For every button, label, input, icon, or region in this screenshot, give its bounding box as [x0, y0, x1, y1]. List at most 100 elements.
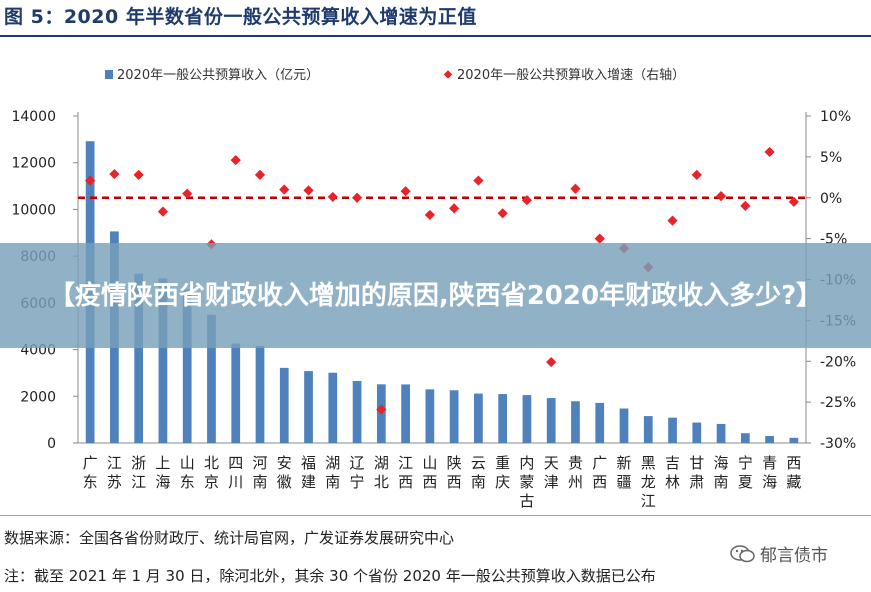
title-divider: [0, 35, 871, 37]
bar: [740, 433, 750, 443]
bar: [571, 401, 580, 443]
category-label: 西: [398, 473, 413, 491]
category-label: 徽: [277, 473, 292, 491]
category-label: 京: [204, 473, 219, 491]
overlay-banner: 【疫情陕西省财政收入增加的原因,陕西省2020年财政收入多少?】: [0, 243, 871, 348]
bar: [449, 390, 459, 443]
bar: [182, 289, 192, 443]
category-label: 州: [568, 473, 583, 491]
growth-point: [133, 169, 144, 180]
category-label: 湖: [325, 454, 340, 472]
category-label: 重: [495, 454, 510, 472]
category-label: 江: [398, 454, 413, 472]
bar: [692, 422, 702, 443]
banner-text: 【疫情陕西省财政收入增加的原因,陕西省2020年财政收入多少?】: [48, 280, 823, 311]
growth-point: [85, 175, 96, 186]
category-label: 辽: [350, 454, 365, 472]
growth-point: [449, 203, 460, 214]
category-label: 夏: [738, 473, 753, 491]
bar: [231, 343, 241, 443]
left-tick-label: 0: [47, 436, 56, 452]
category-label: 内: [519, 454, 534, 472]
legend-label-bars: 2020年一般公共预算收入（亿元）: [117, 67, 319, 83]
right-tick-label: 10%: [820, 109, 851, 125]
bar: [425, 389, 435, 443]
bar: [207, 314, 216, 443]
bar: [522, 395, 532, 443]
bar: [401, 384, 410, 443]
category-label: 南: [325, 473, 340, 491]
right-tick-label: -20%: [820, 354, 856, 370]
category-label: 浙: [131, 454, 146, 472]
growth-point: [570, 183, 581, 194]
bar: [619, 408, 629, 443]
category-label: 安: [277, 454, 292, 472]
bar: [546, 398, 556, 443]
footnote: 注：截至 2021 年 1 月 30 日，除河北外，其余 30 个省份 2020…: [4, 567, 656, 585]
category-label: 苏: [107, 473, 122, 491]
category-label: 黑: [641, 454, 656, 472]
category-label: 龙: [641, 473, 656, 491]
bar: [134, 273, 144, 443]
left-tick-label: 14000: [11, 109, 56, 125]
right-tick-label: 5%: [820, 150, 842, 166]
category-label: 海: [762, 473, 777, 491]
category-label: 四: [228, 454, 243, 472]
growth-point: [230, 155, 241, 166]
growth-point: [715, 191, 727, 202]
category-label: 江: [131, 473, 146, 491]
growth-point: [424, 209, 435, 221]
bar: [498, 394, 508, 443]
source-note: 数据来源：全国各省份财政厅、统计局官网，广发证券发展研究中心: [4, 529, 455, 547]
growth-point: [303, 185, 314, 196]
category-label: 建: [301, 473, 316, 491]
bar: [352, 380, 362, 443]
left-tick-label: 2000: [20, 389, 56, 405]
category-label: 上: [155, 454, 170, 472]
category-label: 北: [204, 454, 219, 472]
category-label: 东: [83, 473, 98, 491]
legend-label-growth: 2020年一般公共预算收入增速（右轴）: [457, 67, 685, 83]
growth-point: [327, 191, 338, 203]
category-label: 西: [447, 473, 462, 491]
bar: [595, 402, 605, 443]
category-label: 林: [665, 473, 680, 491]
category-label: 东: [180, 473, 195, 491]
category-label: 广: [592, 454, 607, 472]
category-label: 南: [471, 473, 486, 491]
bar: [668, 417, 677, 443]
category-label: 肃: [689, 473, 704, 491]
category-label: 南: [714, 473, 729, 491]
category-label: 青: [762, 454, 777, 472]
category-label: 海: [155, 473, 170, 491]
bar: [474, 393, 483, 443]
category-label: 西: [422, 473, 437, 491]
growth-point: [400, 186, 411, 197]
category-label: 福: [301, 454, 316, 472]
bar: [716, 423, 726, 443]
bar: [304, 371, 313, 443]
growth-point: [376, 404, 387, 415]
category-label: 山: [422, 454, 437, 472]
bar: [255, 345, 265, 443]
category-label: 广: [83, 454, 98, 472]
category-label: 河: [252, 454, 267, 472]
category-label: 西: [786, 454, 801, 472]
category-label: 陕: [447, 454, 462, 472]
left-tick-label: 12000: [11, 156, 56, 172]
growth-point: [546, 356, 557, 368]
category-label: 贵: [568, 454, 583, 472]
category-label: 吉: [665, 454, 680, 472]
growth-point: [667, 215, 678, 226]
category-label: 南: [252, 473, 267, 491]
bar: [643, 416, 653, 443]
bar: [328, 372, 338, 443]
right-tick-label: -30%: [820, 436, 856, 452]
growth-point: [279, 184, 290, 195]
growth-point: [740, 200, 751, 212]
bar: [279, 367, 289, 443]
bar: [765, 436, 774, 443]
category-label: 湖: [374, 454, 389, 472]
watermark: 郁言债市: [730, 541, 828, 566]
growth-point: [497, 208, 508, 219]
